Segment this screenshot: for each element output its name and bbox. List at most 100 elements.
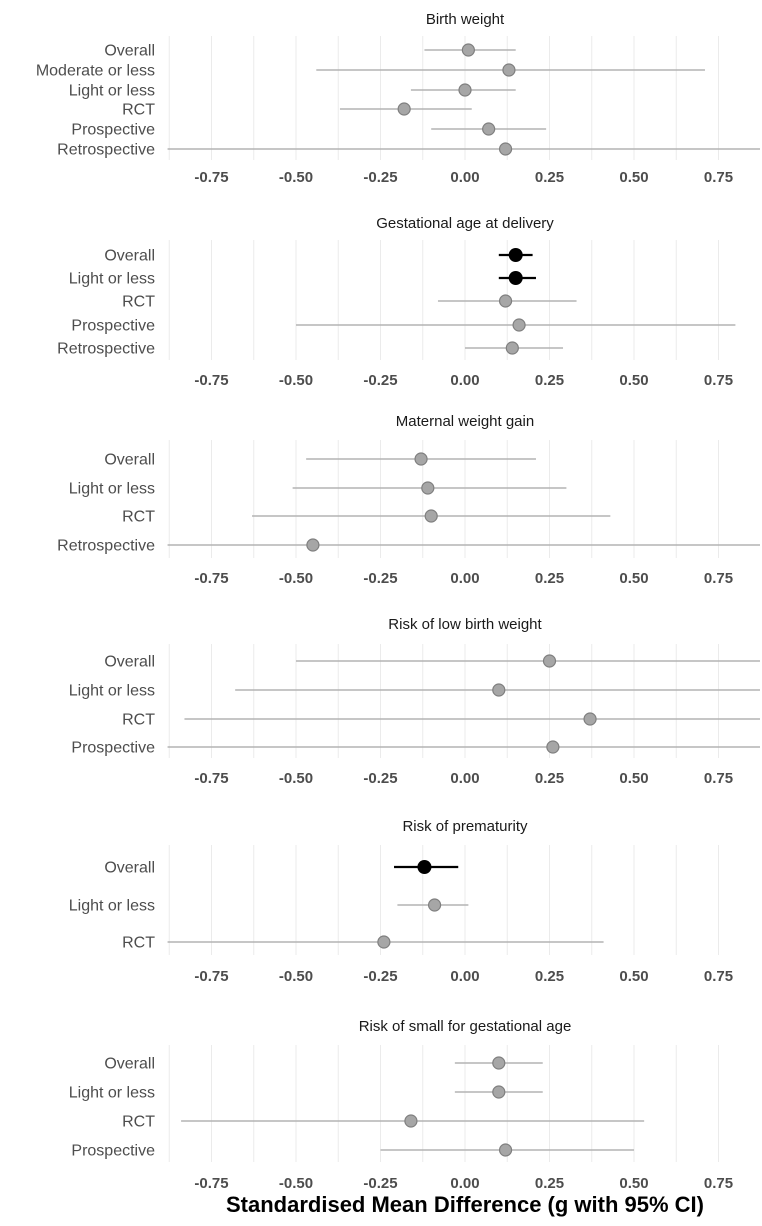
point-estimate	[542, 654, 557, 668]
row-label: Prospective	[71, 1143, 155, 1160]
x-tick-label: 0.25	[535, 1175, 564, 1192]
point-estimate	[427, 898, 442, 912]
row-label: Prospective	[71, 318, 155, 335]
x-tick-label: 0.50	[619, 570, 648, 587]
x-tick-label: -0.50	[279, 770, 313, 787]
panel-title: Risk of small for gestational age	[359, 1018, 572, 1035]
x-tick-label: -0.25	[363, 770, 397, 787]
row-label: RCT	[122, 1114, 155, 1131]
point-estimate	[583, 712, 597, 726]
row-label: RCT	[122, 935, 155, 952]
row-label: Retrospective	[57, 341, 155, 358]
row-label: Light or less	[69, 683, 155, 700]
row-label: Prospective	[71, 122, 155, 139]
x-tick-label: 0.25	[535, 968, 564, 985]
x-tick-label: 0.75	[704, 169, 733, 186]
x-tick-label: 0.75	[704, 968, 733, 985]
x-tick-label: -0.50	[279, 968, 313, 985]
x-tick-label: 0.50	[619, 372, 648, 389]
point-estimate	[508, 248, 523, 262]
panel-title: Maternal weight gain	[396, 413, 534, 430]
x-tick-label: 0.25	[535, 169, 564, 186]
x-tick-label: 0.00	[450, 570, 479, 587]
point-estimate	[498, 294, 513, 308]
x-tick-label: 0.75	[704, 770, 733, 787]
forest-panels: Birth weight Overall Moderate or less Light…	[36, 11, 760, 1192]
x-tick-label: -0.25	[363, 169, 397, 186]
x-axis-label: Standardised Mean Difference (g with 95%…	[226, 1192, 704, 1217]
x-tick-label: -0.75	[194, 169, 228, 186]
row-label: Light or less	[69, 271, 155, 288]
point-estimate	[424, 509, 438, 523]
point-estimate	[512, 318, 526, 332]
x-tick-label: 0.00	[450, 169, 479, 186]
x-tick-label: 0.00	[450, 372, 479, 389]
point-estimate	[397, 102, 411, 116]
x-tick-label: 0.50	[619, 1175, 648, 1192]
point-estimate	[498, 142, 513, 156]
point-estimate	[502, 63, 516, 77]
x-tick-label: 0.00	[450, 770, 479, 787]
panel-title: Risk of prematurity	[402, 818, 528, 835]
forest-panel: Birth weight Overall Moderate or less Light…	[36, 11, 760, 186]
x-tick-label: 0.00	[450, 968, 479, 985]
x-tick-label: -0.25	[363, 968, 397, 985]
point-estimate	[492, 683, 506, 697]
row-label: RCT	[122, 509, 155, 526]
forest-panel: Risk of low birth weight Overall Light or …	[69, 616, 760, 787]
row-label: Retrospective	[57, 538, 155, 555]
point-estimate	[417, 860, 432, 874]
x-tick-label: -0.50	[279, 1175, 313, 1192]
point-estimate	[482, 122, 496, 136]
x-tick-label: -0.75	[194, 770, 228, 787]
forest-panel: Risk of prematurity Overall Light or less R…	[69, 818, 733, 985]
point-estimate	[498, 1143, 513, 1157]
x-tick-label: -0.50	[279, 372, 313, 389]
point-estimate	[414, 452, 428, 466]
point-estimate	[546, 740, 560, 754]
point-estimate	[306, 538, 320, 552]
point-estimate	[377, 935, 391, 949]
panel-title: Risk of low birth weight	[388, 616, 542, 633]
x-tick-label: -0.75	[194, 968, 228, 985]
point-estimate	[461, 43, 475, 57]
row-label: Light or less	[69, 481, 155, 498]
row-label: Overall	[104, 860, 155, 877]
row-label: RCT	[122, 294, 155, 311]
row-label: Light or less	[69, 1085, 155, 1102]
x-tick-label: 0.75	[704, 1175, 733, 1192]
row-label: RCT	[122, 102, 155, 119]
point-estimate	[458, 83, 472, 97]
row-label: Overall	[104, 654, 155, 671]
forest-panel: Maternal weight gain Overall Light or less…	[57, 413, 760, 587]
x-tick-label: -0.75	[194, 1175, 228, 1192]
row-label: Overall	[104, 452, 155, 469]
point-estimate	[421, 481, 435, 495]
panel-title: Gestational age at delivery	[376, 215, 554, 232]
row-label: Moderate or less	[36, 63, 155, 80]
x-tick-label: 0.00	[450, 1175, 479, 1192]
x-tick-label: -0.75	[194, 570, 228, 587]
x-tick-label: -0.50	[279, 570, 313, 587]
forest-panel: Gestational age at delivery Overall Light …	[57, 215, 736, 389]
x-tick-label: 0.50	[619, 169, 648, 186]
row-label: Overall	[104, 43, 155, 60]
point-estimate	[492, 1056, 506, 1070]
x-tick-label: -0.25	[363, 372, 397, 389]
forest-panel: Risk of small for gestational age Overall…	[69, 1018, 733, 1192]
point-estimate	[404, 1114, 418, 1128]
x-tick-label: 0.25	[535, 770, 564, 787]
x-tick-label: -0.25	[363, 1175, 397, 1192]
row-label: Overall	[104, 248, 155, 265]
x-tick-label: 0.25	[535, 372, 564, 389]
row-label: Retrospective	[57, 142, 155, 159]
row-label: Overall	[104, 1056, 155, 1073]
point-estimate	[505, 341, 519, 355]
point-estimate	[492, 1085, 506, 1099]
panel-title: Birth weight	[426, 11, 505, 28]
row-label: Light or less	[69, 898, 155, 915]
x-tick-label: 0.50	[619, 968, 648, 985]
point-estimate	[508, 271, 523, 285]
x-tick-label: 0.75	[704, 570, 733, 587]
